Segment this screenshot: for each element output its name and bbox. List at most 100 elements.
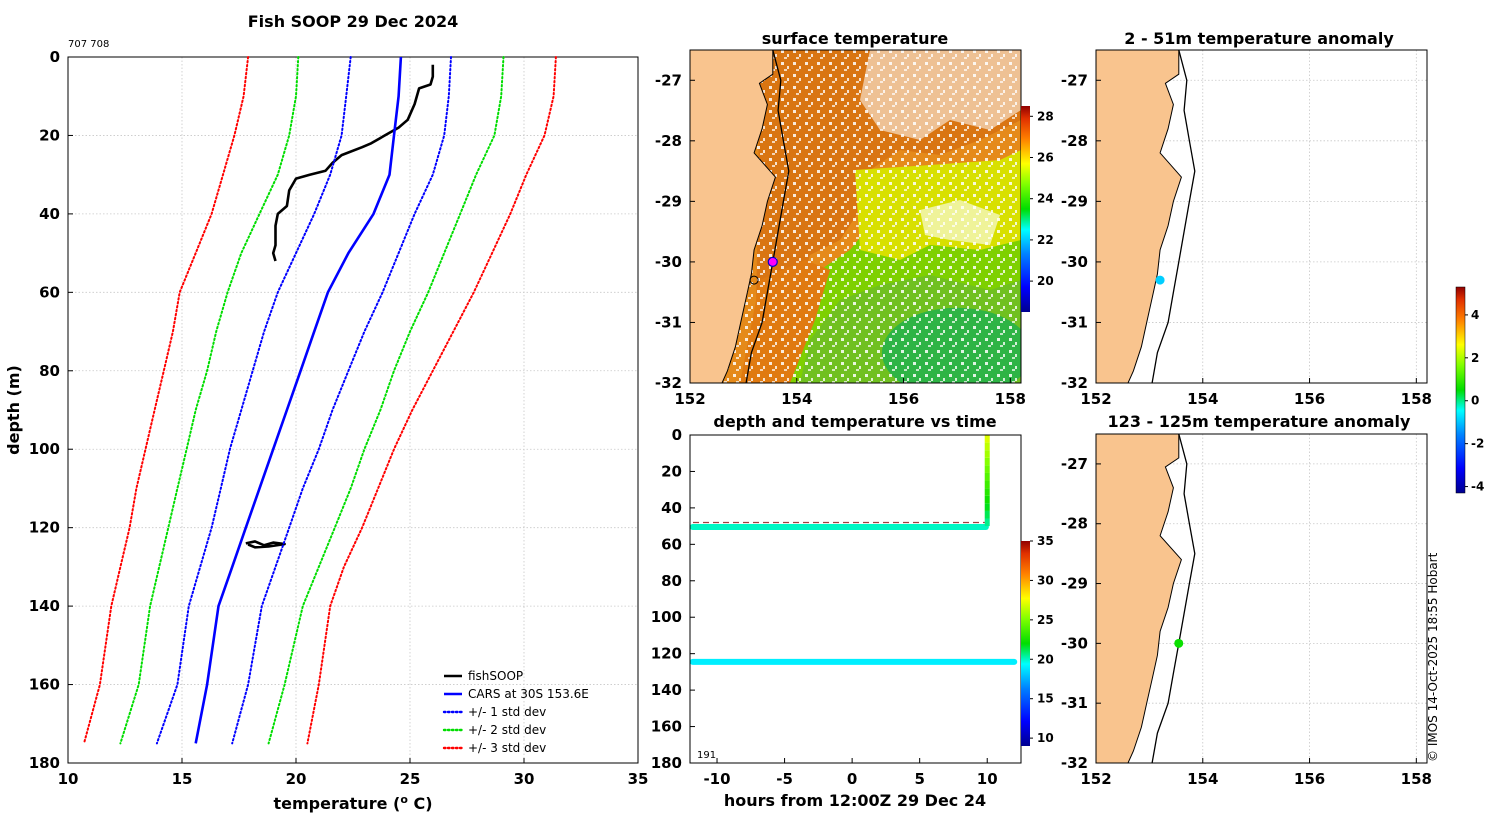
map-ytick-label: -28	[1061, 132, 1088, 150]
sst-other-marker	[749, 275, 759, 285]
anomaly-cb-label: -2	[1471, 437, 1484, 451]
timeseries-background	[690, 435, 1021, 763]
profile-ytick-label: 40	[39, 205, 60, 223]
anomaly-cb-label: 2	[1471, 351, 1479, 365]
ts-ytick-label: 160	[651, 718, 682, 736]
ts-cb-label: 35	[1037, 534, 1054, 548]
anomaly-shallow-point	[1155, 275, 1165, 285]
ts-ytick-label: 40	[661, 499, 682, 517]
profile-ytick-label: 100	[29, 440, 60, 458]
ts-xtick-label: 0	[847, 770, 857, 788]
anomaly-shallow-title: 2 - 51m temperature anomaly	[1124, 29, 1394, 48]
map-ytick-label: -29	[1061, 575, 1088, 593]
profile-ytick-label: 160	[29, 676, 60, 694]
legend-label: +/- 2 std dev	[468, 723, 546, 737]
profile-ytick-label: 0	[50, 48, 60, 66]
profile-series-line	[231, 56, 452, 745]
ts-ytick-label: 140	[651, 681, 682, 699]
ts-ytick-label: 0	[672, 426, 682, 444]
sst-cb-label: 26	[1037, 151, 1054, 165]
profile-ylabel: depth (m)	[4, 365, 23, 455]
anomaly-shallow-contour	[1151, 50, 1196, 383]
map-ytick-label: -27	[1061, 71, 1088, 89]
map-xtick-label: 158	[1401, 770, 1432, 788]
map-ytick-label: -30	[1061, 253, 1088, 271]
ts-ytick-label: 120	[651, 645, 682, 663]
vessel-position-marker	[767, 256, 778, 268]
legend-label: fishSOOP	[468, 669, 523, 683]
map-ytick-label: -32	[655, 374, 682, 392]
anomaly-shallow-axes	[1095, 49, 1428, 384]
anomaly-deep-land	[1096, 434, 1182, 763]
ts-cb-label: 20	[1037, 652, 1054, 666]
profile-xtick-label: 20	[286, 770, 307, 788]
anomaly-cb-label: 4	[1471, 308, 1479, 322]
ts-cb-label: 30	[1037, 573, 1054, 587]
map-ytick-label: -29	[1061, 192, 1088, 210]
sst-map-panel: surface temperature 152 154 156 158 -27 -28 -2…	[655, 29, 1054, 408]
ts-ytick-label: 60	[661, 535, 682, 553]
profile-series-line	[271, 64, 435, 262]
map-xtick-label: 152	[1080, 390, 1111, 408]
profile-xtick-label: 30	[514, 770, 535, 788]
anomaly-colorbar: -4 -2 0 2 4	[1455, 286, 1484, 494]
map-xtick-label: 154	[1187, 390, 1218, 408]
anomaly-shallow-land	[1096, 50, 1182, 383]
map-ytick-label: -28	[1061, 515, 1088, 533]
map-ytick-label: -30	[655, 253, 682, 271]
map-xtick-label: 156	[1294, 390, 1325, 408]
profile-xlabel: temperature (o C)	[273, 793, 432, 813]
ts-ytick-label: 100	[651, 608, 682, 626]
map-ytick-label: -31	[655, 313, 682, 331]
ts-cb-label: 25	[1037, 613, 1054, 627]
profile-series-line	[119, 56, 300, 745]
sst-cb-label: 24	[1037, 192, 1054, 206]
profile-ytick-label: 140	[29, 597, 60, 615]
profile-ytick-label: 80	[39, 362, 60, 380]
profile-series-line	[245, 540, 286, 549]
time-series-panel: depth and temperature vs time -10 -5 0 5 100…	[651, 412, 1054, 810]
sst-title: surface temperature	[762, 29, 949, 48]
map-ytick-label: -32	[1061, 754, 1088, 772]
map-ytick-label: -27	[655, 71, 682, 89]
sst-cloud-patch-2	[920, 200, 1000, 245]
ts-ytick-label: 180	[651, 754, 682, 772]
ts-ytick-label: 80	[661, 572, 682, 590]
map-xtick-label: 156	[1294, 770, 1325, 788]
map-ytick-label: -30	[1061, 634, 1088, 652]
sst-land	[690, 50, 776, 383]
map-ytick-label: -29	[655, 192, 682, 210]
map-xtick-label: 158	[1401, 390, 1432, 408]
map-xtick-label: 158	[995, 390, 1026, 408]
map-ytick-label: -31	[1061, 313, 1088, 331]
profile-legend: fishSOOP CARS at 30S 153.6E +/- 1 std dev +…	[442, 669, 589, 755]
legend-label: +/- 3 std dev	[468, 741, 546, 755]
map-ytick-label: -31	[1061, 694, 1088, 712]
profile-xtick-label: 10	[58, 770, 79, 788]
profile-xtick-label: 35	[628, 770, 649, 788]
map-xtick-label: 152	[674, 390, 705, 408]
timeseries-xlabel: hours from 12:00Z 29 Dec 24	[724, 791, 986, 810]
ts-xtick-label: -10	[703, 770, 730, 788]
profile-ytick-label: 60	[39, 283, 60, 301]
anomaly-cb-label: 0	[1471, 394, 1479, 408]
anomaly-deep-contour	[1151, 434, 1196, 763]
map-xtick-label: 156	[888, 390, 919, 408]
timeseries-colorbar	[1021, 541, 1030, 746]
sst-colorbar	[1021, 106, 1030, 312]
copyright-label: © IMOS 14-Oct-2025 18:55 Hobart	[1426, 552, 1440, 762]
profile-ytick-label: 20	[39, 126, 60, 144]
legend-label: +/- 1 std dev	[468, 705, 546, 719]
anomaly-cb-label: -4	[1471, 480, 1484, 494]
map-xtick-label: 152	[1080, 770, 1111, 788]
profile-axes	[67, 56, 639, 764]
sst-contour	[745, 50, 790, 383]
profile-series-line	[267, 56, 505, 745]
anomaly-deep-panel: 123 - 125m temperature anomaly 152 154 156…	[1061, 412, 1432, 788]
ts-ytick-label: 20	[661, 462, 682, 480]
profile-panel: Fish SOOP 29 Dec 2024 707 708 10 15 20 25 30…	[4, 12, 648, 813]
anomaly-deep-axes	[1095, 433, 1428, 764]
profile-ytick-label: 180	[29, 754, 60, 772]
ts-cb-label: 15	[1037, 692, 1054, 706]
